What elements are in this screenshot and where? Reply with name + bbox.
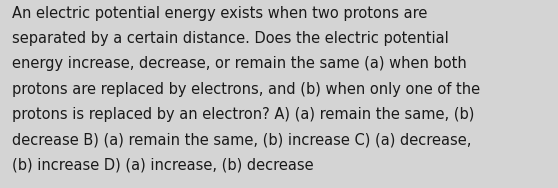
Text: protons are replaced by electrons, and (b) when only one of the: protons are replaced by electrons, and (… (12, 82, 480, 97)
Text: decrease B) (a) remain the same, (b) increase C) (a) decrease,: decrease B) (a) remain the same, (b) inc… (12, 133, 472, 148)
Text: separated by a certain distance. Does the electric potential: separated by a certain distance. Does th… (12, 31, 449, 46)
Text: An electric potential energy exists when two protons are: An electric potential energy exists when… (12, 6, 427, 21)
Text: energy increase, decrease, or remain the same (a) when both: energy increase, decrease, or remain the… (12, 56, 467, 71)
Text: (b) increase D) (a) increase, (b) decrease: (b) increase D) (a) increase, (b) decrea… (12, 158, 314, 173)
Text: protons is replaced by an electron? A) (a) remain the same, (b): protons is replaced by an electron? A) (… (12, 107, 475, 122)
